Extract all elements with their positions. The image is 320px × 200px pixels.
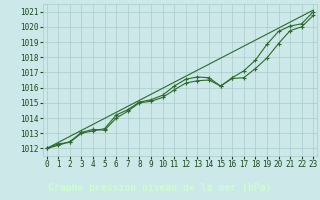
Text: Graphe pression niveau de la mer (hPa): Graphe pression niveau de la mer (hPa) <box>48 183 272 193</box>
